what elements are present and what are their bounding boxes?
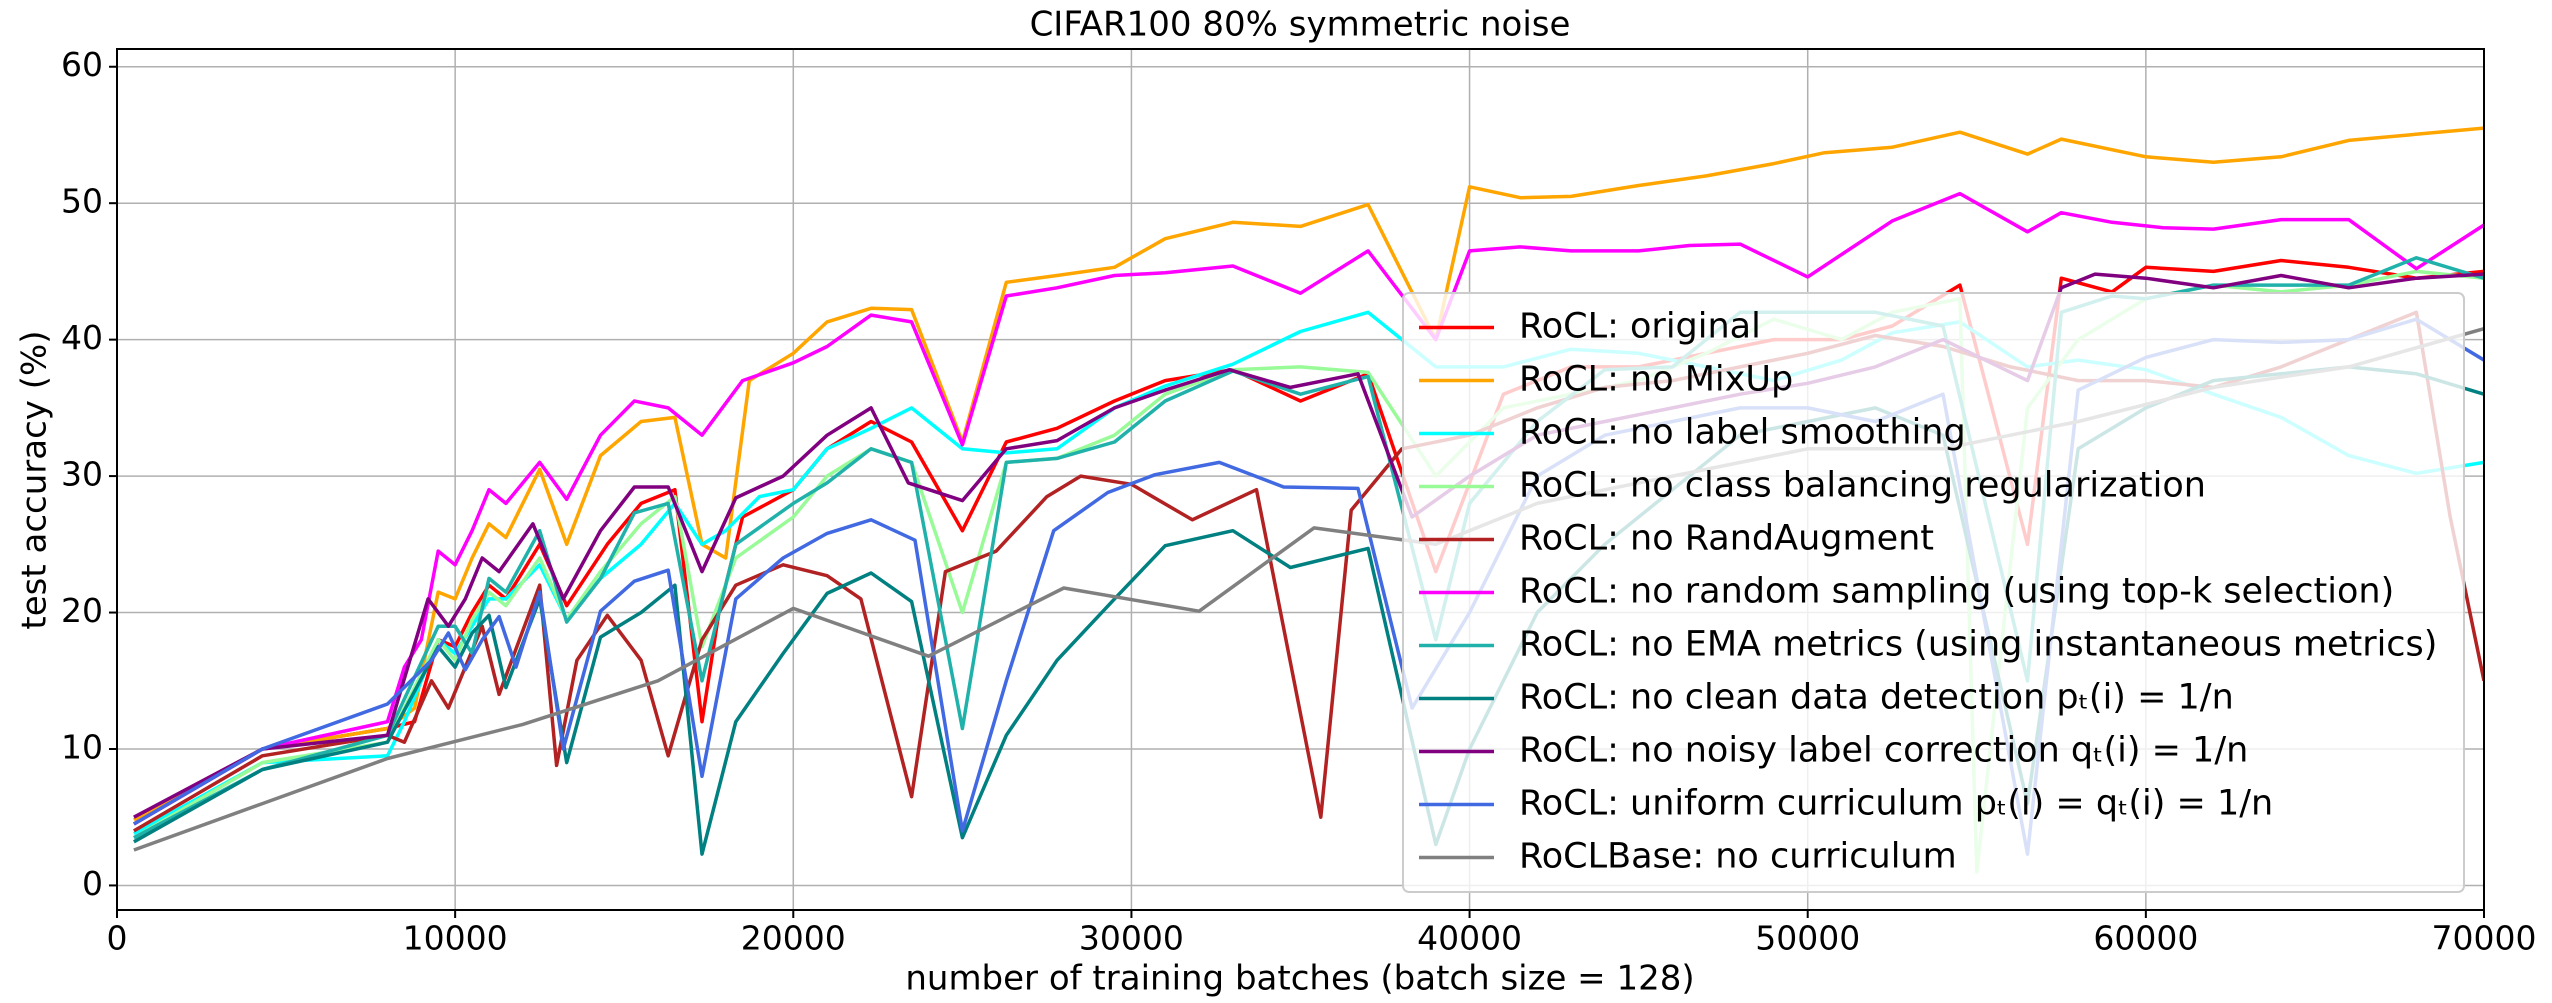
legend-label: RoCL: no class balancing regularization — [1519, 466, 2206, 506]
legend-label: RoCL: no random sampling (using top-k se… — [1519, 572, 2394, 612]
legend-label: RoCL: original — [1519, 307, 1761, 347]
x-tick-label: 20000 — [741, 919, 846, 958]
legend-label: RoCLBase: no curriculum — [1519, 837, 1957, 877]
legend: RoCL: original RoCL: no MixUp RoCL: no lab… — [1402, 292, 2465, 893]
x-tick-label: 70000 — [2432, 919, 2537, 958]
x-axis-label: number of training batches (batch size =… — [905, 959, 1694, 999]
y-tick-label: 40 — [61, 318, 103, 357]
series-line — [133, 191, 2484, 826]
x-tick-label: 50000 — [1755, 919, 1860, 958]
legend-label: RoCL: no MixUp — [1519, 360, 1793, 400]
x-tick-label: 10000 — [403, 919, 508, 958]
legend-label: RoCL: no noisy label correction qₜ(i) = … — [1519, 731, 2248, 771]
legend-label: RoCL: uniform curriculum pₜ(i) = qₜ(i) =… — [1519, 784, 2273, 824]
chart-title: CIFAR100 80% symmetric noise — [1030, 5, 1571, 45]
y-tick-label: 60 — [61, 45, 103, 84]
x-tick-label: 60000 — [2093, 919, 2198, 958]
series-line — [133, 126, 2484, 822]
legend-label: RoCL: no clean data detection pₜ(i) = 1/… — [1519, 678, 2234, 718]
y-tick-label: 50 — [61, 182, 103, 221]
y-tick-label: 30 — [61, 455, 103, 494]
plot-frame — [116, 48, 2485, 911]
legend-label: RoCL: no label smoothing — [1519, 413, 1966, 453]
legend-label: RoCL: no RandAugment — [1519, 519, 1934, 559]
y-axis-label: test accuracy (%) — [15, 330, 55, 629]
x-tick-label: 30000 — [1079, 919, 1184, 958]
legend-label: RoCL: no EMA metrics (using instantaneou… — [1519, 625, 2437, 665]
y-tick-label: 0 — [82, 864, 103, 903]
legend-box — [1402, 292, 2465, 893]
y-tick-label: 20 — [61, 591, 103, 630]
x-tick-label: 40000 — [1417, 919, 1522, 958]
y-tick-label: 10 — [61, 727, 103, 766]
x-tick-label: 0 — [107, 919, 128, 958]
